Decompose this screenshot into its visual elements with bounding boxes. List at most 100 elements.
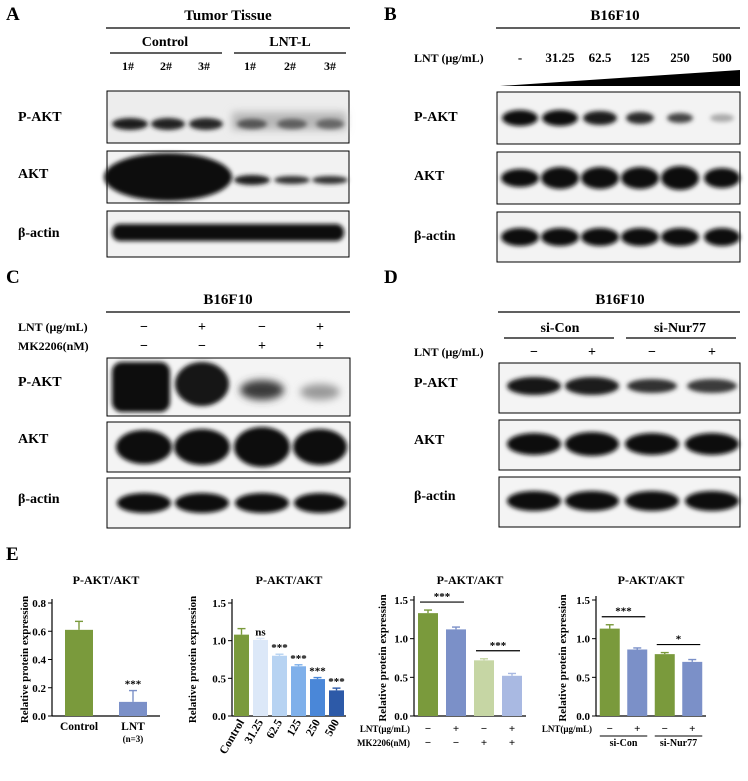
group-label-lnt-l: LNT-L bbox=[269, 35, 311, 50]
bar bbox=[291, 666, 306, 716]
sign: − bbox=[140, 339, 148, 354]
chart-title: P-AKT/AKT bbox=[437, 573, 504, 587]
y-tick-label: 0.5 bbox=[576, 672, 590, 684]
significance-label: *** bbox=[434, 591, 451, 603]
row-label-akt: AKT bbox=[414, 433, 445, 448]
sign: + bbox=[258, 339, 266, 354]
bar bbox=[329, 690, 344, 716]
sign: − bbox=[198, 339, 206, 354]
treatment-sign: − bbox=[662, 723, 668, 735]
significance-label: *** bbox=[290, 653, 307, 665]
y-tick-label: 0.5 bbox=[394, 672, 408, 684]
treatment-label: LNT(μg/mL) bbox=[360, 724, 410, 734]
significance-label: * bbox=[676, 634, 682, 646]
blot-c-p-akt bbox=[106, 357, 351, 417]
bar bbox=[682, 661, 703, 716]
sign: − bbox=[530, 345, 538, 360]
y-axis-label: Relative protein expression bbox=[187, 596, 199, 723]
y-tick-label: 0.5 bbox=[212, 673, 226, 685]
y-tick-label: 1.5 bbox=[394, 595, 408, 607]
sign: + bbox=[588, 345, 596, 360]
lane-label: 2# bbox=[160, 59, 172, 73]
panel-c: C B16F10 LNT (μg/mL) MK2206(nM) − + − + … bbox=[6, 267, 351, 529]
bar bbox=[65, 629, 93, 716]
blot-d-akt bbox=[498, 419, 741, 471]
sign: + bbox=[708, 345, 716, 360]
lane-label: 500 bbox=[712, 50, 732, 65]
row-label-p-akt: P-AKT bbox=[18, 110, 62, 125]
treatment-sign: − bbox=[425, 737, 431, 749]
x-tick-label: 250 bbox=[304, 717, 323, 738]
significance-label: *** bbox=[328, 676, 345, 688]
bar-chart-4: P-AKT/AKT Relative protein expression 0.0 0… bbox=[542, 573, 706, 749]
lane-label: 1# bbox=[244, 59, 256, 73]
treatment-sign: + bbox=[453, 723, 459, 735]
chart-title: P-AKT/AKT bbox=[618, 573, 685, 587]
y-tick-label: 1.0 bbox=[394, 634, 408, 646]
panel-letter-e: E bbox=[6, 544, 19, 565]
panel-letter-c: C bbox=[6, 267, 20, 288]
y-tick-label: 1.0 bbox=[212, 636, 226, 648]
x-tick-label: 125 bbox=[285, 717, 304, 738]
row-label-p-akt: P-AKT bbox=[414, 110, 458, 125]
sign: + bbox=[316, 339, 324, 354]
group-label-control: Control bbox=[142, 35, 189, 50]
panel-letter-b: B bbox=[384, 4, 397, 25]
y-axis-label: Relative protein expression bbox=[557, 594, 569, 721]
row-label-beta-actin: β-actin bbox=[414, 489, 456, 504]
y-tick-label: 0.0 bbox=[32, 711, 46, 723]
significance-label: *** bbox=[271, 642, 288, 654]
sign: + bbox=[198, 320, 206, 335]
lane-label: 3# bbox=[198, 59, 210, 73]
group-label-si-con: si-Con bbox=[541, 321, 580, 336]
y-tick-label: 1.5 bbox=[212, 598, 226, 610]
lane-label: 125 bbox=[630, 50, 650, 65]
y-tick-label: 0.4 bbox=[32, 655, 46, 667]
bar-chart-1: P-AKT/AKT Relative protein expression 0.0 0… bbox=[19, 573, 160, 744]
blot-d-beta-actin bbox=[498, 476, 741, 528]
treat-label: LNT (μg/mL) bbox=[414, 51, 484, 65]
blot-a-p-akt bbox=[106, 90, 350, 144]
y-tick-label: 0.2 bbox=[32, 683, 46, 695]
treat-label-mk2206: MK2206(nM) bbox=[18, 339, 89, 353]
row-label-p-akt: P-AKT bbox=[414, 376, 458, 391]
panel-letter-d: D bbox=[384, 267, 398, 288]
lane-label: 250 bbox=[670, 50, 690, 65]
blot-b-beta-actin bbox=[496, 211, 741, 263]
bar bbox=[654, 654, 675, 716]
treatment-sign: + bbox=[509, 737, 515, 749]
y-tick-label: 0.0 bbox=[576, 711, 590, 723]
row-label-beta-actin: β-actin bbox=[18, 492, 60, 507]
significance-label: ns bbox=[255, 626, 266, 638]
panel-letter-a: A bbox=[6, 4, 20, 25]
y-tick-label: 1.0 bbox=[576, 634, 590, 646]
treatment-sign: − bbox=[453, 737, 459, 749]
y-axis-label: Relative protein expression bbox=[377, 594, 389, 721]
x-tick-label: 500 bbox=[323, 717, 342, 738]
sign: − bbox=[648, 345, 656, 360]
bar bbox=[446, 629, 466, 716]
sign: − bbox=[258, 320, 266, 335]
row-label-akt: AKT bbox=[414, 169, 445, 184]
blot-c-beta-actin bbox=[106, 477, 351, 529]
group-label: si-Nur77 bbox=[660, 738, 697, 749]
bar-chart-3: P-AKT/AKT Relative protein expression 0.0 0… bbox=[357, 573, 526, 749]
bar bbox=[599, 628, 620, 716]
bar bbox=[253, 639, 268, 716]
panel-d-title: B16F10 bbox=[595, 292, 644, 308]
bar-chart-2: P-AKT/AKT Relative protein expression 0.0 0… bbox=[187, 573, 346, 757]
sign: + bbox=[316, 320, 324, 335]
x-tick-label: LNT bbox=[121, 721, 145, 733]
x-tick-label: 31.25 bbox=[243, 717, 266, 746]
x-tick-label: Control bbox=[218, 718, 247, 757]
group-label-si-nur77: si-Nur77 bbox=[654, 321, 706, 336]
blot-d-p-akt bbox=[498, 362, 741, 414]
lane-label: 3# bbox=[324, 59, 336, 73]
treatment-sign: + bbox=[689, 723, 695, 735]
lane-label: - bbox=[518, 50, 522, 65]
x-tick-label: Control bbox=[60, 721, 98, 733]
panel-c-title: B16F10 bbox=[203, 292, 252, 308]
treatment-sign: + bbox=[481, 737, 487, 749]
lane-label: 31.25 bbox=[545, 50, 575, 65]
